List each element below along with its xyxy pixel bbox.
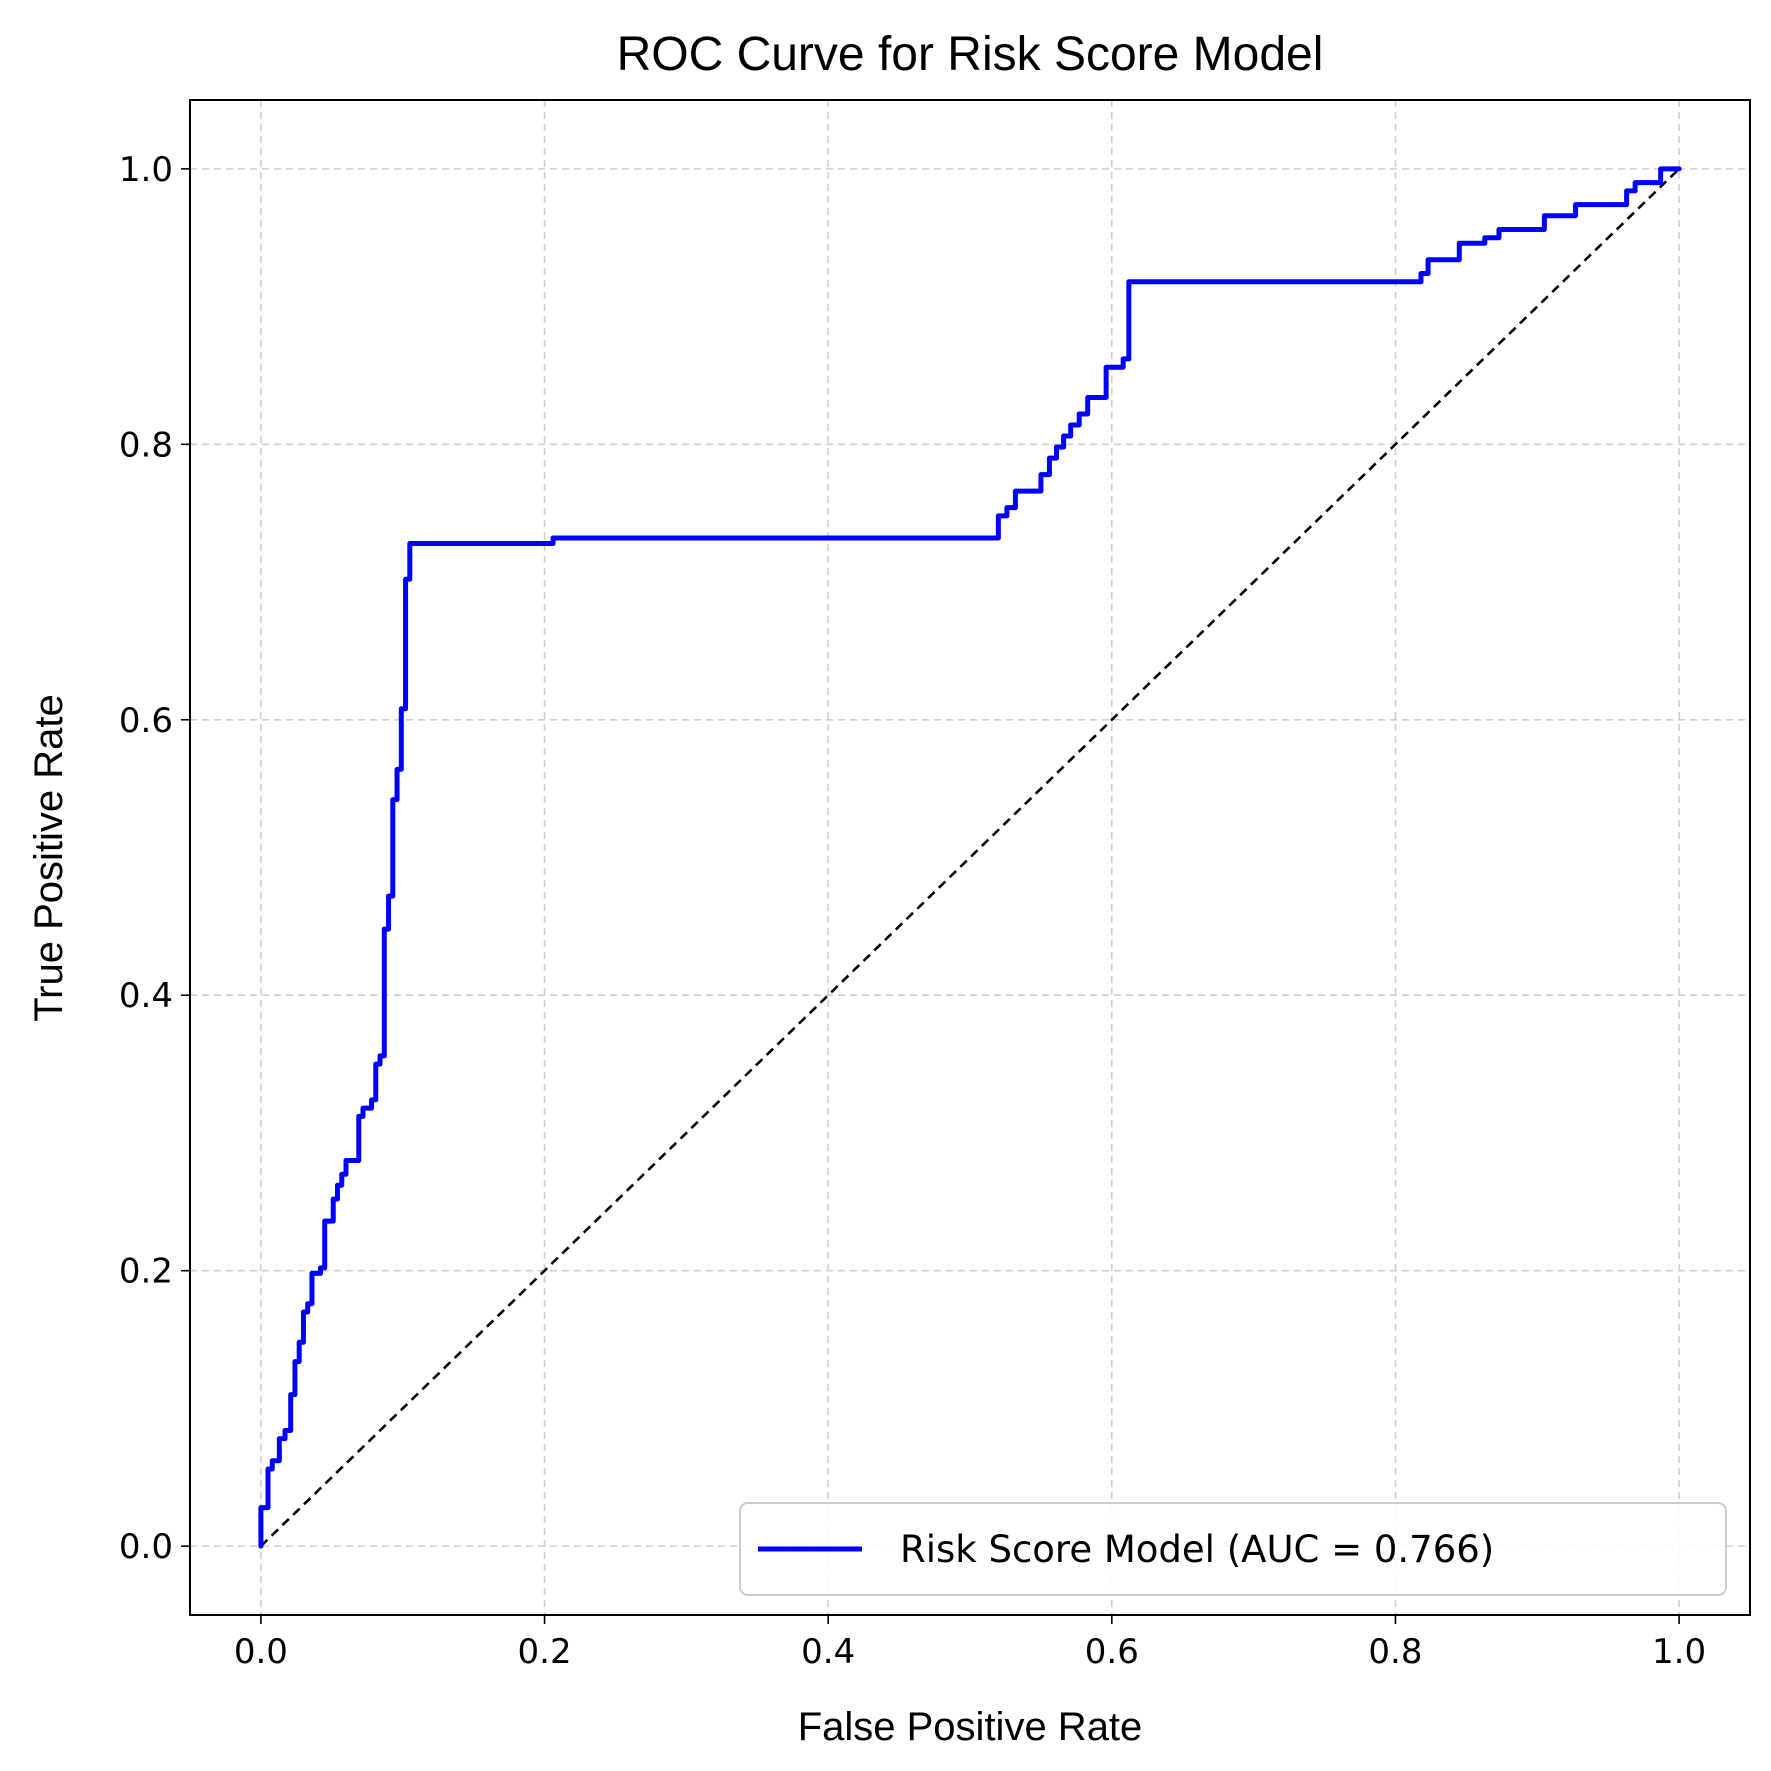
- x-tick-label: 0.4: [801, 1632, 855, 1672]
- series-layer: [258, 166, 1682, 1549]
- y-tick-label: 0.0: [119, 1527, 173, 1567]
- roc-curve-line: [258, 166, 1682, 1549]
- y-tick-label: 0.6: [119, 701, 173, 741]
- y-axis-title: True Positive Rate: [27, 694, 71, 1022]
- reference-diagonal-line: [260, 167, 1680, 1548]
- x-axis-title: False Positive Rate: [798, 1705, 1143, 1749]
- y-tick-label: 0.4: [119, 976, 173, 1016]
- y-tick-label: 0.8: [119, 425, 173, 465]
- legend-label-roc: Risk Score Model (AUC = 0.766): [900, 1528, 1494, 1571]
- x-tick-label: 0.0: [234, 1632, 288, 1672]
- legend-box: [739, 1502, 1727, 1596]
- x-tick-label: 1.0: [1652, 1632, 1706, 1672]
- y-tick-label: 0.2: [119, 1252, 173, 1292]
- legend: Risk Score Model (AUC = 0.766): [739, 1502, 1727, 1596]
- axis-ticks: 0.0 0.2 0.4 0.6 0.8 1.0 0.0 0.2 0.4 0.6 0.8 1.0: [119, 150, 1706, 1672]
- plot-frame: [189, 99, 1751, 1616]
- x-tick-label: 0.6: [1085, 1632, 1139, 1672]
- x-tick-label: 0.8: [1368, 1632, 1422, 1672]
- x-tick-label: 0.2: [518, 1632, 572, 1672]
- y-tick-label: 1.0: [119, 150, 173, 190]
- chart-title: ROC Curve for Risk Score Model: [617, 28, 1324, 81]
